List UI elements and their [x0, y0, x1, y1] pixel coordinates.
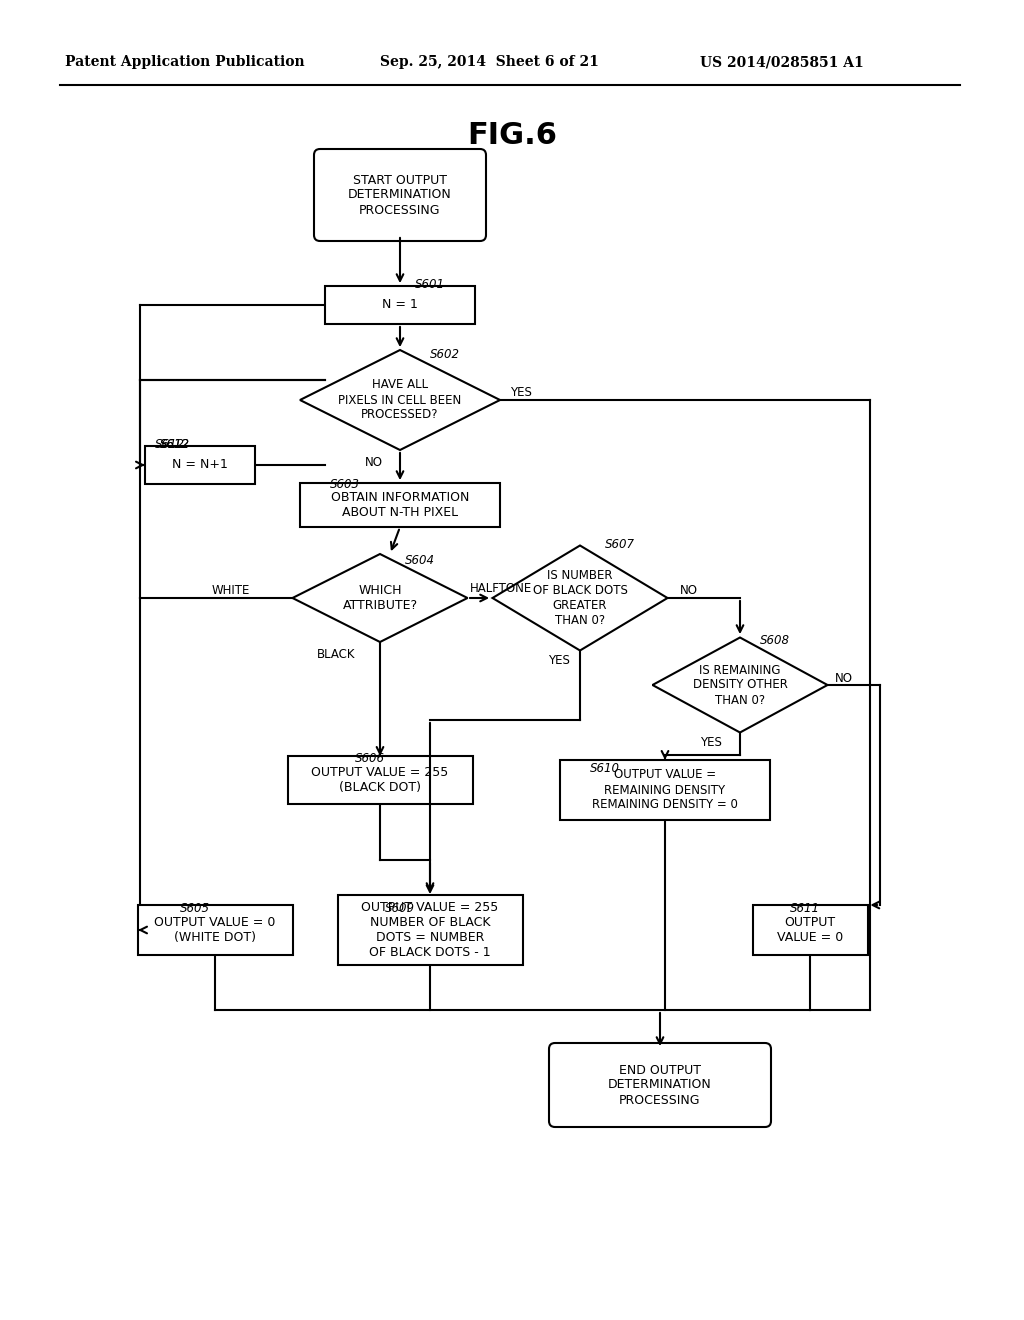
- Text: S609: S609: [385, 902, 415, 915]
- Text: S602: S602: [430, 348, 460, 362]
- Text: S606: S606: [355, 751, 385, 764]
- Text: S604: S604: [406, 553, 435, 566]
- Text: N = N+1: N = N+1: [172, 458, 228, 471]
- Text: START OUTPUT
DETERMINATION
PROCESSING: START OUTPUT DETERMINATION PROCESSING: [348, 173, 452, 216]
- Text: OUTPUT VALUE =
REMAINING DENSITY
REMAINING DENSITY = 0: OUTPUT VALUE = REMAINING DENSITY REMAINI…: [592, 768, 738, 812]
- Text: OBTAIN INFORMATION
ABOUT N-TH PIXEL: OBTAIN INFORMATION ABOUT N-TH PIXEL: [331, 491, 469, 519]
- Text: OUTPUT VALUE = 255
NUMBER OF BLACK
DOTS = NUMBER
OF BLACK DOTS - 1: OUTPUT VALUE = 255 NUMBER OF BLACK DOTS …: [361, 902, 499, 960]
- Text: HALFTONE: HALFTONE: [470, 582, 532, 594]
- Text: HAVE ALL
PIXELS IN CELL BEEN
PROCESSED?: HAVE ALL PIXELS IN CELL BEEN PROCESSED?: [338, 379, 462, 421]
- Text: S605: S605: [180, 902, 210, 915]
- FancyBboxPatch shape: [325, 286, 475, 323]
- Text: S612: S612: [160, 438, 190, 451]
- Text: S610: S610: [590, 762, 620, 775]
- Text: S608: S608: [760, 634, 790, 647]
- Polygon shape: [493, 545, 668, 651]
- Text: OUTPUT VALUE = 255
(BLACK DOT): OUTPUT VALUE = 255 (BLACK DOT): [311, 766, 449, 795]
- Text: US 2014/0285851 A1: US 2014/0285851 A1: [700, 55, 864, 69]
- FancyBboxPatch shape: [288, 756, 472, 804]
- Polygon shape: [293, 554, 468, 642]
- FancyBboxPatch shape: [338, 895, 522, 965]
- Text: YES: YES: [510, 387, 531, 400]
- Text: YES: YES: [700, 735, 722, 748]
- Text: BLACK: BLACK: [316, 648, 355, 661]
- Text: NO: NO: [835, 672, 853, 685]
- Text: S603: S603: [330, 478, 360, 491]
- Text: N = 1: N = 1: [382, 298, 418, 312]
- FancyBboxPatch shape: [314, 149, 486, 242]
- Text: S607: S607: [605, 539, 635, 552]
- Text: S612: S612: [155, 438, 185, 451]
- Text: OUTPUT VALUE = 0
(WHITE DOT): OUTPUT VALUE = 0 (WHITE DOT): [155, 916, 275, 944]
- Text: WHICH
ATTRIBUTE?: WHICH ATTRIBUTE?: [342, 583, 418, 612]
- FancyBboxPatch shape: [549, 1043, 771, 1127]
- FancyBboxPatch shape: [753, 906, 867, 954]
- FancyBboxPatch shape: [560, 760, 770, 820]
- Text: S612: S612: [160, 437, 190, 450]
- Text: END OUTPUT
DETERMINATION
PROCESSING: END OUTPUT DETERMINATION PROCESSING: [608, 1064, 712, 1106]
- Text: YES: YES: [548, 653, 570, 667]
- Text: FIG.6: FIG.6: [467, 120, 557, 149]
- Text: IS REMAINING
DENSITY OTHER
THAN 0?: IS REMAINING DENSITY OTHER THAN 0?: [692, 664, 787, 706]
- Text: WHITE: WHITE: [212, 583, 250, 597]
- Text: NO: NO: [365, 455, 383, 469]
- Text: S601: S601: [415, 279, 445, 292]
- Text: Sep. 25, 2014  Sheet 6 of 21: Sep. 25, 2014 Sheet 6 of 21: [380, 55, 599, 69]
- Polygon shape: [300, 350, 500, 450]
- FancyBboxPatch shape: [145, 446, 255, 484]
- FancyBboxPatch shape: [300, 483, 500, 527]
- Text: NO: NO: [680, 583, 698, 597]
- Text: IS NUMBER
OF BLACK DOTS
GREATER
THAN 0?: IS NUMBER OF BLACK DOTS GREATER THAN 0?: [532, 569, 628, 627]
- Text: S611: S611: [790, 902, 820, 915]
- FancyBboxPatch shape: [137, 906, 293, 954]
- Polygon shape: [652, 638, 827, 733]
- Text: Patent Application Publication: Patent Application Publication: [65, 55, 304, 69]
- Text: OUTPUT
VALUE = 0: OUTPUT VALUE = 0: [777, 916, 843, 944]
